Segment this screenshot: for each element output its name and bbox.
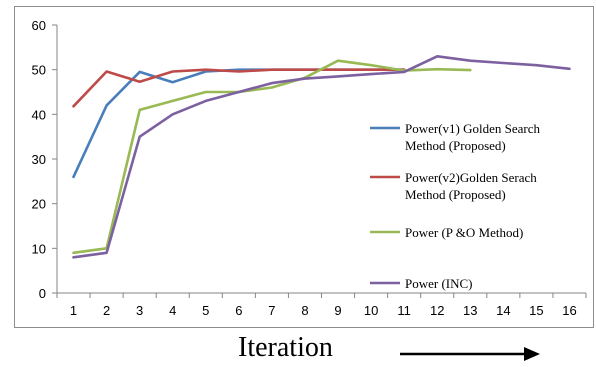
x-tick-label: 4 [169,303,176,318]
legend-label-3: Power (P &O Method) [405,225,523,240]
x-axis-title-text: Iteration [238,332,333,363]
legend-label-4: Power (INC) [405,276,473,291]
x-tick-label: 7 [268,303,275,318]
y-tick-label: 50 [32,63,46,78]
right-arrow-icon [400,347,540,361]
x-axis-title: Iteration [238,332,540,364]
x-tick-label: 1 [70,303,77,318]
x-tick-label: 9 [334,303,341,318]
x-tick-label: 11 [397,303,411,318]
x-tick-label: 14 [496,303,510,318]
series-line-4 [72,54,571,259]
x-tick-label: 3 [136,303,143,318]
x-tick-label: 8 [301,303,308,318]
legend-label-1: Method (Proposed) [405,138,506,153]
x-tick-label: 6 [235,303,242,318]
x-tick-label: 12 [430,303,444,318]
x-tick-label: 13 [463,303,477,318]
y-tick-label: 0 [39,286,46,301]
y-tick-label: 60 [32,18,46,33]
x-tick-label: 16 [562,303,576,318]
y-tick-label: 30 [32,152,46,167]
chart-frame [14,6,594,328]
legend-label-1: Power(v1) Golden Search [405,121,541,136]
y-tick-label: 20 [32,197,46,212]
y-tick-label: 10 [32,241,46,256]
x-tick-label: 2 [103,303,110,318]
x-tick-label: 5 [202,303,209,318]
x-tick-label: 10 [364,303,378,318]
series-line-1 [72,68,406,179]
legend-label-2: Power(v2)Golden Serach [405,170,537,185]
y-tick-label: 40 [32,107,46,122]
x-tick-label: 15 [529,303,543,318]
series-line-2 [72,68,406,108]
legend-label-2: Method (Proposed) [405,187,506,202]
